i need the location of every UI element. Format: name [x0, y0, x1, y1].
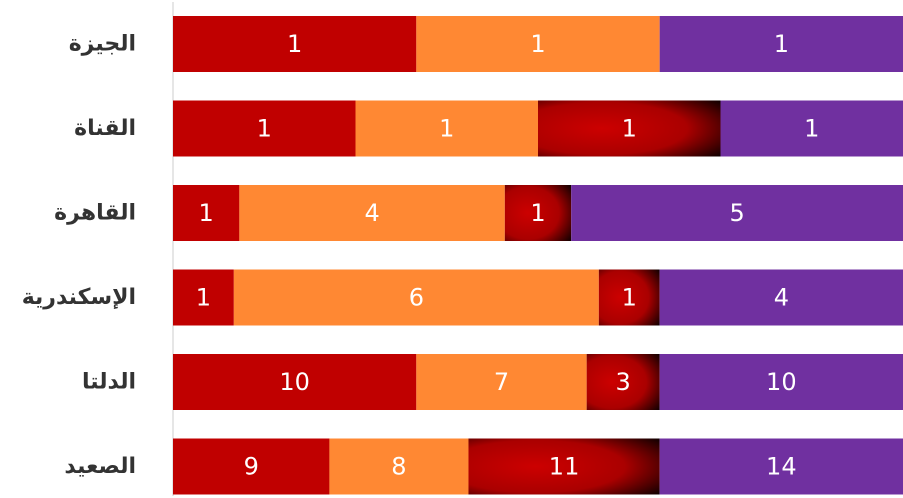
bar-segment — [233, 269, 599, 326]
data-label: 14 — [766, 453, 797, 481]
bar-segment — [173, 185, 240, 241]
data-label: 4 — [774, 284, 789, 312]
data-label: 8 — [391, 453, 406, 481]
bar-segment — [598, 269, 660, 326]
bar-segment — [173, 354, 417, 410]
category-label: الإسكندرية — [22, 285, 136, 310]
bar-segment — [173, 16, 417, 72]
data-label: 1 — [622, 284, 637, 312]
bar-segment — [659, 269, 903, 326]
bar-segment — [416, 16, 660, 72]
data-label: 1 — [622, 115, 637, 143]
bar-segment — [173, 100, 356, 157]
data-label: 1 — [530, 30, 545, 58]
data-label: 3 — [616, 368, 631, 396]
bar-segment — [586, 354, 660, 410]
data-label: 1 — [287, 30, 302, 58]
data-label: 10 — [766, 368, 797, 396]
bar-segment — [538, 100, 721, 157]
data-label: 1 — [804, 115, 819, 143]
data-label: 1 — [257, 115, 272, 143]
data-label: 1 — [196, 284, 211, 312]
data-label: 7 — [494, 368, 509, 396]
data-label: 4 — [364, 199, 379, 227]
bar-segment — [173, 438, 330, 495]
bar-segment — [720, 100, 903, 157]
bar-segment — [416, 354, 587, 410]
category-label: الصعيد — [64, 454, 136, 479]
bar-segment — [659, 438, 903, 495]
bar-segment — [659, 354, 903, 410]
data-label: 1 — [439, 115, 454, 143]
bar-segment — [504, 185, 572, 241]
bar-segment — [355, 100, 538, 157]
data-label: 9 — [244, 453, 259, 481]
data-label: 5 — [729, 199, 744, 227]
data-label: 1 — [530, 199, 545, 227]
data-label: 1 — [774, 30, 789, 58]
bar-segment — [659, 16, 903, 72]
data-label: 11 — [549, 453, 580, 481]
data-label: 10 — [279, 368, 310, 396]
category-label: القاهرة — [54, 201, 136, 226]
bar-segment — [571, 185, 903, 241]
bar-segment — [239, 185, 505, 241]
data-label: 6 — [409, 284, 424, 312]
bar-area: 1 1 11 1 1 11 4 1 51 6 1 410 7 3 109 8 11 14 — [173, 16, 903, 495]
data-label: 1 — [199, 199, 214, 227]
bar-segment — [173, 269, 234, 326]
category-labels: الجيزة القناة القاهرة الإسكندرية الدلتا الصعي… — [22, 32, 136, 480]
category-label: الدلتا — [82, 370, 136, 395]
bar-segment — [468, 438, 660, 495]
bar-segment — [329, 438, 469, 495]
category-label: القناة — [74, 116, 136, 141]
category-label: الجيزة — [69, 32, 136, 57]
